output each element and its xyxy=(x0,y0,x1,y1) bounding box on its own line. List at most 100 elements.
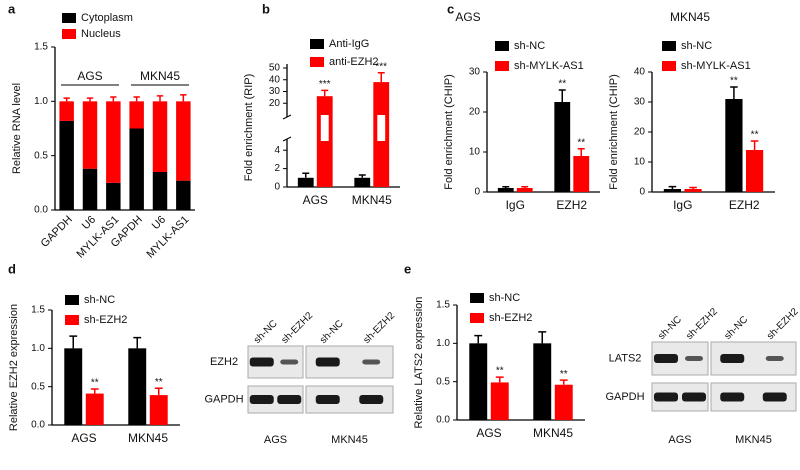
x-tick-label: IgG xyxy=(673,198,692,212)
chart-title: MKN45 xyxy=(670,10,710,24)
blot-band xyxy=(315,395,340,404)
legend-swatch xyxy=(662,41,676,51)
x-tick-label: AGS xyxy=(71,431,96,445)
y-tick-label: 10 xyxy=(634,157,646,168)
x-tick-label: AGS xyxy=(476,426,501,440)
legend-swatch xyxy=(310,39,324,49)
lane-label: sh-EZH2 xyxy=(765,306,800,342)
blot-band xyxy=(682,392,706,402)
blot-band xyxy=(362,359,381,365)
bar xyxy=(106,101,121,183)
error-bar xyxy=(154,387,163,396)
legend-swatch xyxy=(495,41,509,51)
y-tick-label: 10 xyxy=(469,147,481,158)
lane-label: sh-NC xyxy=(722,314,750,342)
bar xyxy=(82,101,98,169)
legend-swatch xyxy=(470,313,484,323)
y-tick-label: 50 xyxy=(269,63,281,74)
legend-swatch xyxy=(662,61,676,71)
y-tick-label: 0 xyxy=(274,182,280,193)
blot-band xyxy=(277,395,302,404)
y-tick-label: 0.5 xyxy=(31,381,45,392)
y-tick-label: 20 xyxy=(269,98,281,109)
legend-label: Cytoplasm xyxy=(81,12,133,24)
x-tick-label: AGS xyxy=(303,193,328,207)
error-bar xyxy=(358,174,366,178)
y-tick-label: 0.0 xyxy=(31,420,45,431)
legend-label: Nucleus xyxy=(81,28,121,40)
error-bar xyxy=(577,148,585,156)
chart-title: AGS xyxy=(455,10,480,24)
legend-swatch xyxy=(65,315,79,325)
legend-swatch xyxy=(310,57,324,67)
significance: *** xyxy=(375,61,387,72)
y-tick-label: 0 xyxy=(474,187,480,198)
error-bar xyxy=(521,186,529,188)
significance: ** xyxy=(560,369,568,380)
blot-band xyxy=(359,395,384,404)
bar xyxy=(176,180,191,210)
error-bar xyxy=(474,334,483,344)
error-bar xyxy=(180,94,187,102)
blot-band xyxy=(315,357,340,367)
legend-swatch xyxy=(470,293,484,303)
y-tick-label: 1.0 xyxy=(34,96,48,107)
blot-band xyxy=(249,357,274,367)
bar xyxy=(82,168,98,210)
legend-label: sh-EZH2 xyxy=(84,314,127,326)
bar xyxy=(106,182,121,210)
x-tick-label: MKN45 xyxy=(352,193,392,207)
bar xyxy=(684,189,702,192)
significance: ** xyxy=(91,378,99,389)
legend-label: sh-MYLK-AS1 xyxy=(514,60,584,72)
error-bar xyxy=(110,96,117,102)
error-bar xyxy=(502,186,510,188)
blot-row-label: GAPDH xyxy=(605,391,644,403)
y-tick-label: 30 xyxy=(469,67,481,78)
y-tick-label: 1.5 xyxy=(34,42,48,53)
blot-band xyxy=(685,356,703,361)
y-axis-label: Relative LATS2 expression xyxy=(413,297,425,429)
bar xyxy=(554,384,573,420)
group-label: MKN45 xyxy=(140,69,180,83)
lane-label: sh-NC xyxy=(656,314,684,342)
error-bar xyxy=(750,140,759,150)
error-bar xyxy=(538,331,547,344)
bar xyxy=(316,96,333,187)
lane-label: sh-NC xyxy=(318,318,346,346)
significance: ** xyxy=(155,377,163,388)
x-tick-label: U6 xyxy=(80,214,98,232)
y-tick-label: 0.5 xyxy=(436,376,450,387)
axis-gap xyxy=(281,118,293,138)
bar xyxy=(745,150,764,192)
error-bar xyxy=(495,376,504,383)
legend-swatch xyxy=(62,29,76,39)
y-tick-label: 40 xyxy=(269,74,281,85)
blot-band xyxy=(654,354,678,363)
break-gap xyxy=(377,115,386,141)
x-tick-label: MKN45 xyxy=(533,426,573,440)
x-tick-label: EZH2 xyxy=(556,198,587,212)
legend-swatch xyxy=(495,61,509,71)
legend-label: anti-EZH2 xyxy=(329,56,379,68)
bar xyxy=(129,101,144,129)
blot-group-label: MKN45 xyxy=(331,434,368,446)
blot-band xyxy=(720,392,745,402)
axis-break xyxy=(282,136,292,142)
error-bar xyxy=(668,185,677,189)
error-bar xyxy=(86,97,94,102)
bar xyxy=(129,128,144,210)
y-axis-label: Relative EZH2 expression xyxy=(8,304,20,431)
bar xyxy=(573,156,590,192)
panel-letter: d xyxy=(8,261,16,276)
legend-label: sh-NC xyxy=(681,40,712,52)
y-tick-label: 0.5 xyxy=(34,150,48,161)
bar xyxy=(152,171,168,210)
lane-label: sh-NC xyxy=(252,318,280,346)
error-bar xyxy=(90,388,99,394)
error-bar xyxy=(321,89,329,97)
x-tick-label: GAPDH xyxy=(39,214,75,250)
error-bar xyxy=(69,335,78,349)
significance: *** xyxy=(319,79,331,90)
error-bar xyxy=(63,97,70,102)
